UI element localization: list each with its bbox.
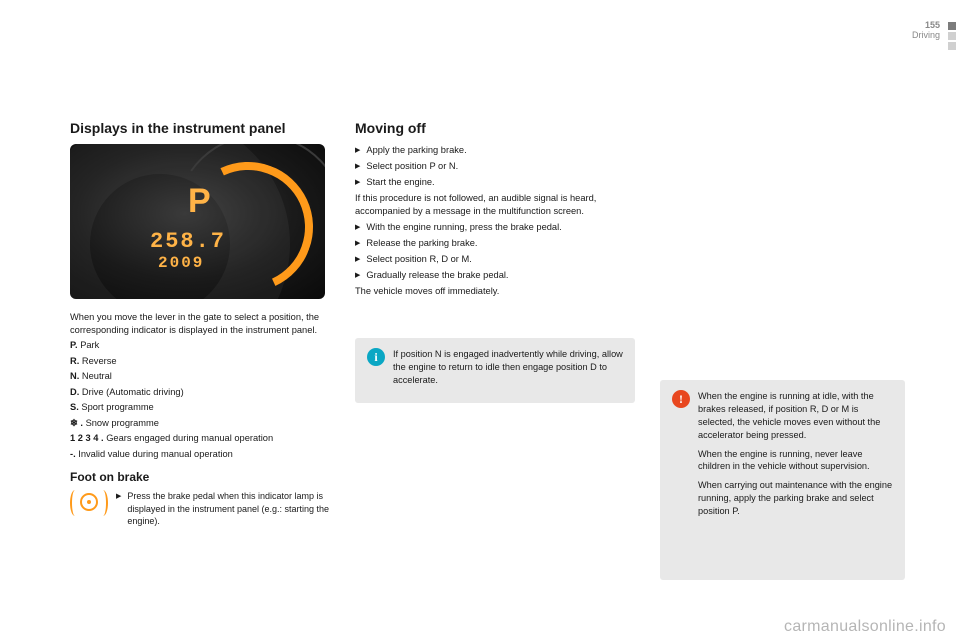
foot-on-brake-row: Press the brake pedal when this indicato… [70, 490, 330, 529]
legend-intro: When you move the lever in the gate to s… [70, 311, 330, 336]
step: With the engine running, press the brake… [355, 221, 635, 234]
legend-line: N. Neutral [70, 370, 330, 383]
heading-displays: Displays in the instrument panel [70, 120, 330, 136]
warning-callout-text: When the engine is running at idle, with… [698, 390, 895, 524]
legend-line: 1 2 3 4 . Gears engaged during manual op… [70, 432, 330, 445]
column-middle: Moving off Apply the parking brake. Sele… [355, 120, 635, 580]
info-text: If position N is engaged inadvertently w… [393, 348, 625, 387]
info-callout: i If position N is engaged inadvertently… [355, 338, 635, 403]
gear-indicator-p: P [188, 182, 211, 221]
step: Select position R, D or M. [355, 253, 635, 266]
edge-marker [948, 42, 956, 50]
foot-text-line: Press the brake pedal when this indicato… [116, 490, 330, 526]
odometer-row2: 2009 [158, 254, 226, 272]
step: Start the engine. [355, 176, 635, 189]
watermark: carmanualsonline.info [784, 618, 946, 636]
brake-icon-arc [70, 490, 80, 516]
page-header: 155 Driving [912, 20, 940, 40]
info-icon: i [367, 348, 385, 366]
content: Displays in the instrument panel P 258.7… [70, 120, 910, 580]
section-label: Driving [912, 30, 940, 40]
legend-line: P. Park [70, 339, 330, 352]
info-callout-text: If position N is engaged inadvertently w… [393, 348, 625, 393]
note: If this procedure is not followed, an au… [355, 192, 635, 218]
warning-icon: ! [672, 390, 690, 408]
brake-warning-icon [70, 490, 108, 518]
step: Apply the parking brake. [355, 144, 635, 157]
column-left: Displays in the instrument panel P 258.7… [70, 120, 330, 580]
step: Gradually release the brake pedal. [355, 269, 635, 282]
heading-moving-off: Moving off [355, 120, 635, 136]
moving-off-steps: Apply the parking brake. Select position… [355, 144, 635, 298]
legend-line: -. Invalid value during manual operation [70, 448, 330, 461]
odometer-row1: 258.7 [150, 229, 226, 254]
odometer: 258.7 2009 [150, 229, 226, 272]
legend-line: S. Sport programme [70, 401, 330, 414]
page-number: 155 [912, 20, 940, 30]
foot-on-brake-text: Press the brake pedal when this indicato… [116, 490, 330, 529]
note: The vehicle moves off immediately. [355, 285, 635, 298]
warning-p3: When carrying out maintenance with the e… [698, 479, 895, 518]
edge-marker [948, 32, 956, 40]
legend-line: ❄ . Snow programme [70, 417, 330, 430]
gear-legend: When you move the lever in the gate to s… [70, 311, 330, 460]
heading-foot-on-brake: Foot on brake [70, 470, 330, 484]
edge-markers [948, 22, 956, 50]
edge-marker [948, 22, 956, 30]
spacer [660, 120, 905, 380]
brake-icon-arc [98, 490, 108, 516]
warning-callout: ! When the engine is running at idle, wi… [660, 380, 905, 580]
step: Select position P or N. [355, 160, 635, 173]
column-right: ! When the engine is running at idle, wi… [660, 120, 905, 580]
warning-p2: When the engine is running, never leave … [698, 448, 895, 474]
instrument-panel-image: P 258.7 2009 [70, 144, 325, 299]
legend-line: R. Reverse [70, 355, 330, 368]
legend-line: D. Drive (Automatic driving) [70, 386, 330, 399]
warning-p1: When the engine is running at idle, with… [698, 390, 895, 442]
step: Release the parking brake. [355, 237, 635, 250]
